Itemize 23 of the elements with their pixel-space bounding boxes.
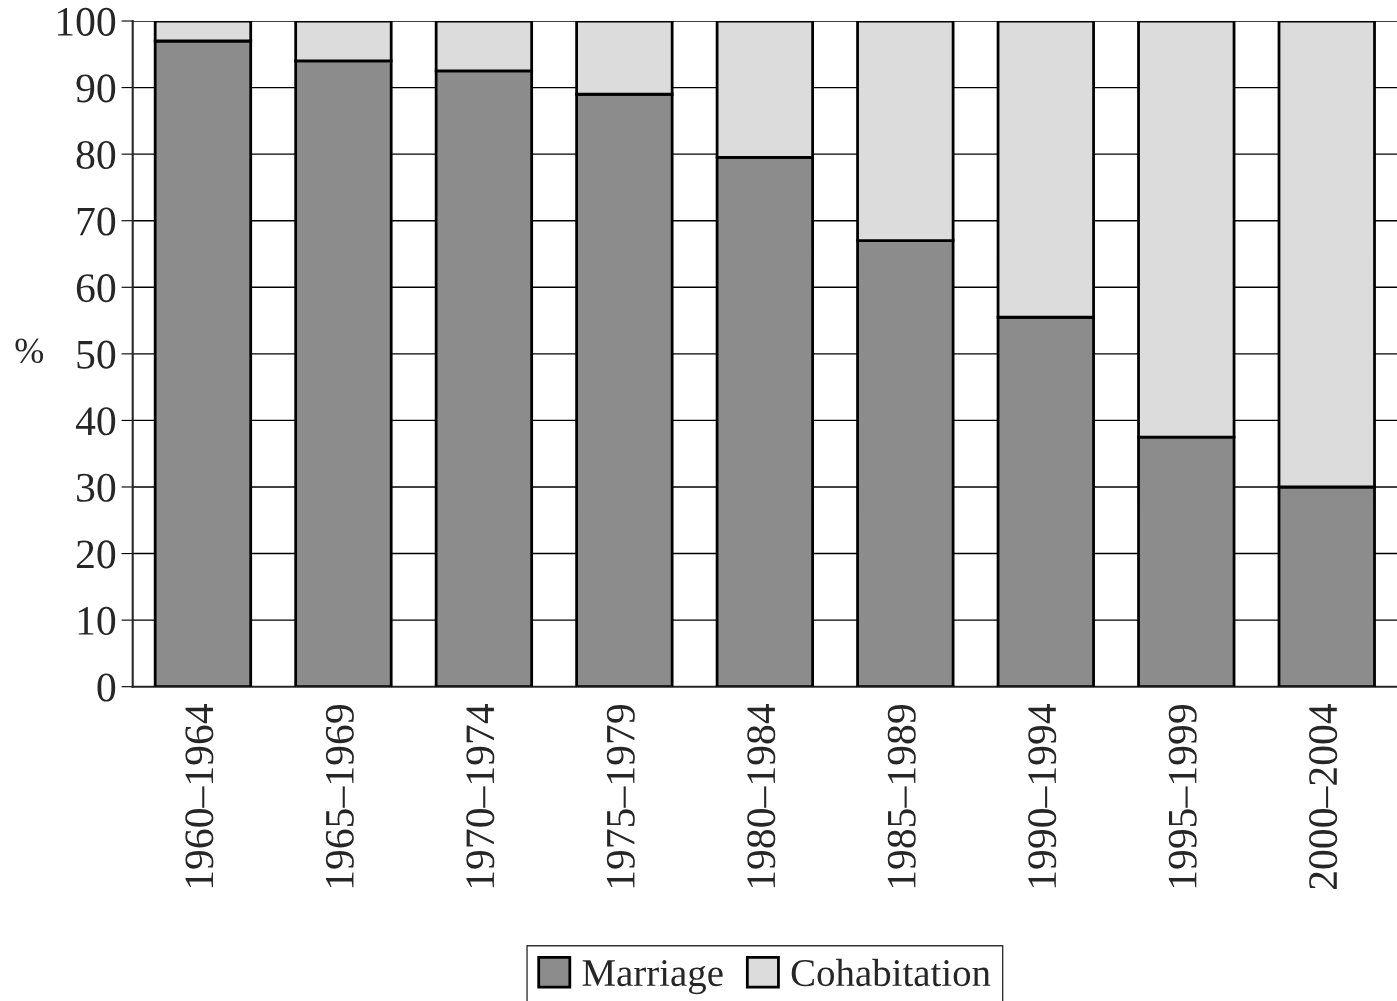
y-tick-label: 60 bbox=[76, 274, 116, 303]
y-tick-label: 40 bbox=[75, 407, 116, 436]
y-tick-label: 20 bbox=[76, 540, 116, 569]
y-tick-label: 100 bbox=[57, 7, 116, 36]
y-tick-label: 30 bbox=[77, 473, 116, 502]
x-tick-label: 1960–1964 bbox=[185, 704, 214, 888]
y-tick-label: 50 bbox=[77, 340, 116, 369]
legend-label: Marriage bbox=[582, 960, 723, 995]
x-tick-label: 1980–1984 bbox=[747, 704, 776, 888]
x-tick-label: 1965–1969 bbox=[325, 705, 354, 888]
x-tick-label: 1975–1979 bbox=[606, 705, 635, 888]
y-tick-label: 10 bbox=[78, 606, 116, 635]
x-tick-label: 1990–1994 bbox=[1028, 704, 1057, 888]
y-tick-label: 90 bbox=[76, 74, 116, 103]
legend-label: Cohabitation bbox=[791, 958, 991, 987]
x-tick-label: 1970–1974 bbox=[466, 704, 495, 888]
x-tick-label: 2000–2004 bbox=[1309, 704, 1338, 890]
y-tick-label: 70 bbox=[77, 207, 116, 236]
y-tick-label: 0 bbox=[97, 673, 116, 702]
y-axis-title: % bbox=[15, 338, 44, 364]
x-tick-label: 1985–1989 bbox=[887, 705, 916, 888]
x-tick-label: 1995–1999 bbox=[1168, 705, 1197, 888]
y-tick-label: 80 bbox=[76, 140, 116, 170]
